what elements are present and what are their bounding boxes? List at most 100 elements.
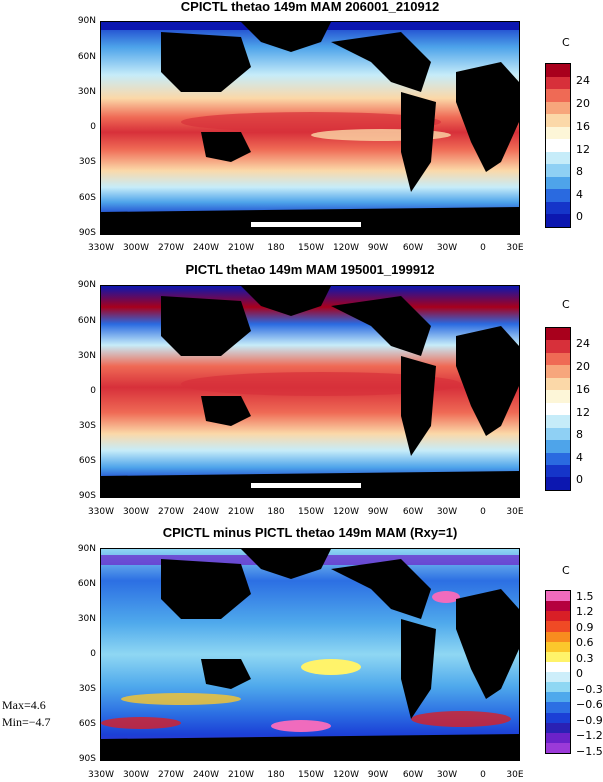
colorbar-swatch (546, 452, 570, 465)
lat-label: 30N (77, 87, 96, 97)
colorbar-swatch (546, 189, 570, 202)
colorbar-label: 0 (576, 473, 583, 486)
panel-3: CPICTL minus PICTL thetao 149m MAM (Rxy=… (0, 522, 603, 782)
lon-label: 90W (367, 770, 389, 780)
lon-label: 120W (332, 770, 360, 780)
colorbar-swatch (546, 661, 570, 672)
colorbar-swatch (546, 477, 570, 490)
colorbar-swatch (546, 732, 570, 743)
lon-label: 120W (332, 507, 360, 517)
colorbar-swatch (546, 201, 570, 215)
lon-label: 180 (267, 770, 285, 780)
colorbar-label: 0 (576, 210, 583, 223)
map-plot (100, 548, 520, 761)
lat-label: 30S (78, 684, 96, 694)
map-plot (100, 21, 520, 235)
colorbar-swatch (546, 328, 570, 341)
lat-label: 30S (78, 421, 96, 431)
lon-label: 90W (367, 243, 389, 253)
colorbar-label: −1.2 (576, 729, 603, 742)
lat-label: 60S (78, 719, 96, 729)
panel-title: CPICTL minus PICTL thetao 149m MAM (Rxy=… (162, 525, 458, 540)
colorbar-swatch (546, 390, 570, 403)
colorbar-label: 1.2 (576, 605, 594, 618)
panel-1: CPICTL thetao 149m MAM 206001_210912 (0, 0, 603, 262)
lon-label: 300W (122, 770, 150, 780)
colorbar-swatch (546, 712, 570, 723)
lon-label: 210W (227, 770, 255, 780)
colorbar (545, 327, 571, 491)
colorbar-unit: C (562, 298, 570, 311)
lon-label: 330W (87, 507, 115, 517)
colorbar-label: 0.9 (576, 621, 594, 634)
lat-label: 90S (78, 491, 96, 501)
lon-label: 150W (297, 243, 325, 253)
colorbar-label: 1.5 (576, 590, 594, 603)
colorbar-swatch (546, 722, 570, 733)
lon-label: 180 (267, 243, 285, 253)
map-plot (100, 285, 520, 498)
colorbar-swatch (546, 214, 570, 227)
colorbar-swatch (546, 440, 570, 453)
lat-label: 60N (77, 52, 96, 62)
lon-label: 180 (267, 507, 285, 517)
lon-label: 300W (122, 243, 150, 253)
colorbar-swatch (546, 611, 570, 622)
colorbar-swatch (546, 621, 570, 632)
colorbar-swatch (546, 601, 570, 612)
colorbar-label: 16 (576, 120, 590, 133)
colorbar-label: 8 (576, 165, 583, 178)
lon-label: 0 (480, 770, 486, 780)
panel-title: CPICTL thetao 149m MAM 206001_210912 (180, 0, 440, 14)
colorbar-label: 4 (576, 188, 583, 201)
colorbar-swatch (546, 126, 570, 140)
colorbar-swatch (546, 427, 570, 441)
colorbar-swatch (546, 631, 570, 642)
lat-label: 60N (77, 579, 96, 589)
colorbar-label: 0.6 (576, 636, 594, 649)
colorbar-swatch (546, 591, 570, 602)
lon-label: 0 (480, 243, 486, 253)
colorbar-unit: C (562, 36, 570, 49)
lat-label: 90S (78, 754, 96, 764)
colorbar-label: 16 (576, 383, 590, 396)
lat-label: 0 (90, 649, 96, 659)
colorbar (545, 63, 571, 228)
lon-label: 240W (192, 507, 220, 517)
lon-label: 30E (506, 507, 524, 517)
lon-label: 240W (192, 243, 220, 253)
lat-label: 90N (77, 280, 96, 290)
lon-label: 240W (192, 770, 220, 780)
colorbar-swatch (546, 651, 570, 662)
lat-label: 30S (78, 157, 96, 167)
colorbar-label: −1.5 (576, 745, 603, 758)
colorbar-label: 0.3 (576, 652, 594, 665)
lon-label: 0 (480, 507, 486, 517)
colorbar-label: 8 (576, 428, 583, 441)
lon-label: 30W (436, 243, 458, 253)
colorbar-swatch (546, 164, 570, 177)
colorbar-swatch (546, 377, 570, 391)
lon-label: 150W (297, 507, 325, 517)
colorbar-swatch (546, 89, 570, 102)
colorbar-label: 12 (576, 143, 590, 156)
lat-label: 0 (90, 122, 96, 132)
colorbar-label: 24 (576, 74, 590, 87)
min-value: Min=−4.7 (2, 715, 51, 729)
colorbar-swatch (546, 672, 570, 683)
colorbar-label: −0.9 (576, 714, 603, 727)
lat-label: 30N (77, 614, 96, 624)
lon-label: 210W (227, 507, 255, 517)
colorbar-label: 0 (576, 667, 583, 680)
colorbar-unit: C (562, 564, 570, 577)
lon-label: 270W (157, 507, 185, 517)
difference-map (101, 549, 519, 760)
temperature-map (101, 286, 519, 497)
colorbar-swatch (546, 151, 570, 165)
colorbar-label: 24 (576, 337, 590, 350)
lat-label: 90N (77, 544, 96, 554)
colorbar-swatch (546, 365, 570, 378)
colorbar-label: −0.6 (576, 698, 603, 711)
colorbar-swatch (546, 742, 570, 753)
colorbar-swatch (546, 702, 570, 713)
